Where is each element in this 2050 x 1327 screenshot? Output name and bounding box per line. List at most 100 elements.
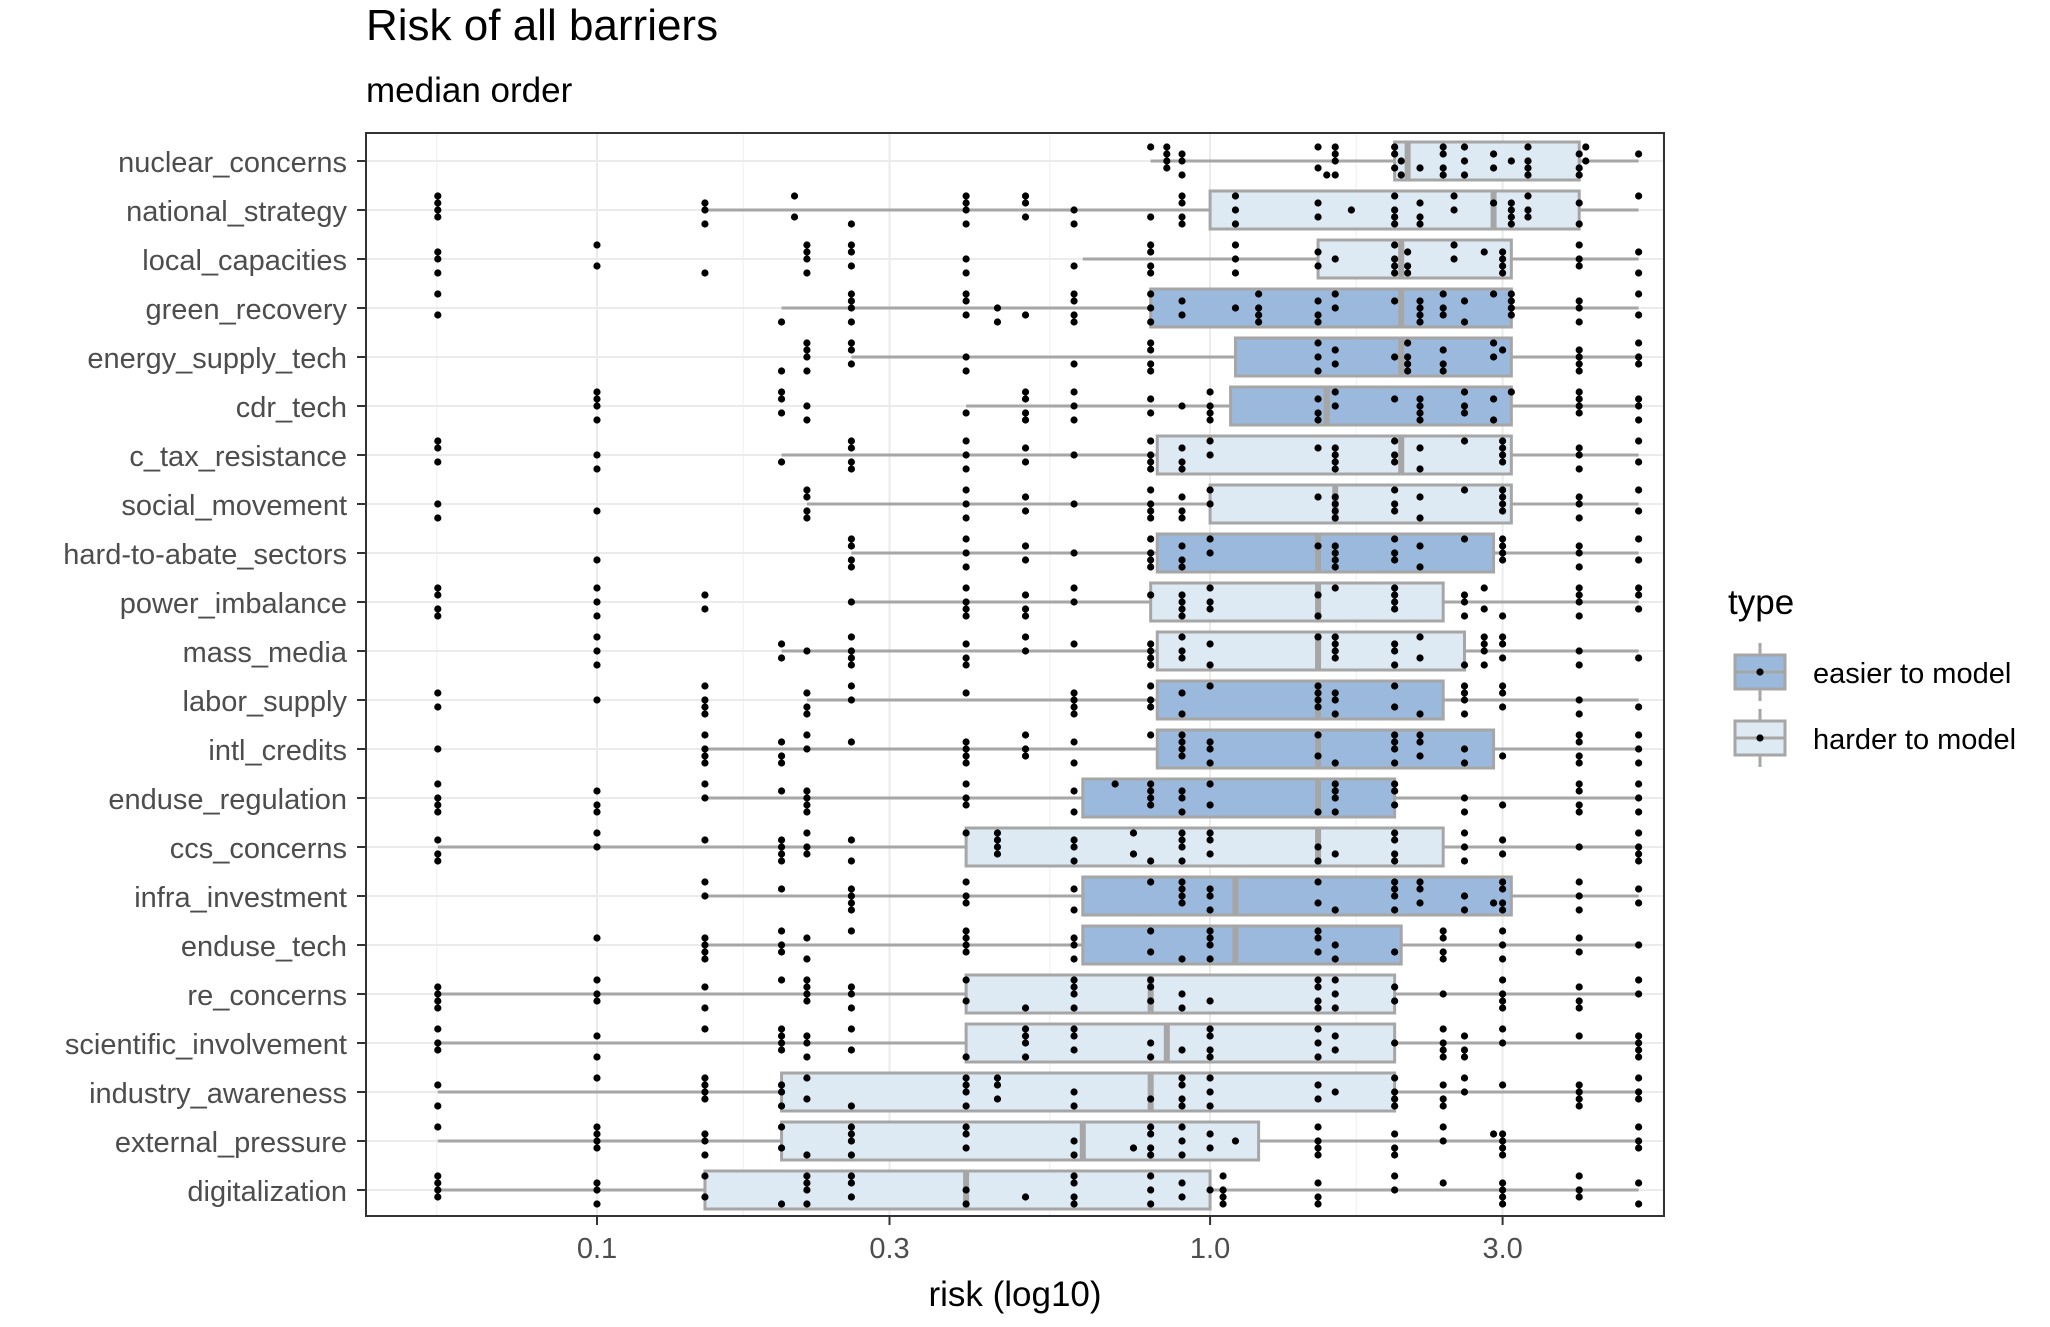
data-point xyxy=(1331,906,1339,914)
data-point xyxy=(1524,164,1532,172)
data-point xyxy=(1635,857,1643,865)
data-point xyxy=(1575,1081,1583,1089)
data-point xyxy=(1178,605,1186,613)
data-point xyxy=(1635,794,1643,802)
data-point xyxy=(1460,143,1469,151)
data-point xyxy=(803,402,811,410)
data-point xyxy=(962,927,970,935)
data-point xyxy=(1314,318,1322,326)
data-point xyxy=(1147,1130,1155,1138)
data-point xyxy=(803,955,811,963)
data-point xyxy=(1331,1088,1339,1096)
barrier-row xyxy=(434,434,1643,476)
data-point xyxy=(1391,192,1399,200)
barrier-row xyxy=(434,728,1643,770)
data-point xyxy=(1314,997,1322,1005)
data-point xyxy=(777,409,786,417)
data-point xyxy=(962,612,970,620)
data-point xyxy=(1391,1172,1399,1180)
data-point xyxy=(1635,885,1643,893)
data-point xyxy=(1575,661,1583,669)
data-point xyxy=(1314,262,1322,270)
barrier-row xyxy=(434,1120,1643,1162)
barrier-row xyxy=(434,581,1643,623)
data-point xyxy=(1147,549,1155,557)
data-point xyxy=(1129,850,1138,858)
data-point xyxy=(1416,654,1424,662)
data-point xyxy=(1635,591,1643,599)
data-point xyxy=(1314,1039,1322,1047)
data-point xyxy=(1635,1144,1643,1152)
data-point xyxy=(434,1193,442,1201)
data-point xyxy=(962,661,970,669)
data-point xyxy=(1070,836,1078,844)
data-point xyxy=(1129,1144,1138,1152)
data-point xyxy=(1391,458,1399,466)
data-point xyxy=(1391,549,1399,557)
data-point xyxy=(1331,171,1339,179)
data-point xyxy=(1489,353,1498,361)
data-point xyxy=(1178,297,1186,305)
data-point xyxy=(1147,290,1155,298)
data-point xyxy=(1480,633,1488,641)
box xyxy=(1081,924,1403,966)
data-point xyxy=(1499,927,1507,935)
data-point xyxy=(962,976,970,984)
data-point xyxy=(1489,199,1498,207)
data-point xyxy=(1147,1095,1155,1103)
data-point xyxy=(1507,290,1515,298)
data-point xyxy=(1070,416,1078,424)
data-point xyxy=(993,836,1002,844)
data-point xyxy=(1206,682,1214,690)
data-point xyxy=(1635,843,1643,851)
data-point xyxy=(434,794,442,802)
data-point xyxy=(1391,1130,1399,1138)
data-point xyxy=(1219,1193,1227,1201)
data-point xyxy=(777,927,786,935)
data-point xyxy=(1480,605,1488,613)
y-tick-label: local_capacities xyxy=(142,245,347,277)
data-point xyxy=(1178,689,1186,697)
y-tick-label: nuclear_concerns xyxy=(118,147,347,179)
data-point xyxy=(1416,311,1424,319)
data-point xyxy=(593,1179,601,1187)
barrier-row xyxy=(434,483,1643,525)
data-point xyxy=(701,1088,709,1096)
data-point xyxy=(1178,808,1186,816)
data-point xyxy=(1391,878,1399,886)
box xyxy=(1081,875,1513,917)
data-point xyxy=(593,696,601,704)
data-point xyxy=(701,269,709,277)
data-point xyxy=(1575,318,1583,326)
data-point xyxy=(803,808,811,816)
data-point xyxy=(962,290,970,298)
data-point xyxy=(1499,850,1507,858)
data-point xyxy=(1206,661,1214,669)
data-point xyxy=(1206,1074,1214,1082)
data-point xyxy=(1391,143,1399,151)
data-point xyxy=(1507,220,1515,228)
data-point xyxy=(1391,997,1399,1005)
data-point xyxy=(1416,514,1424,522)
data-point xyxy=(434,1081,442,1089)
data-point xyxy=(962,1053,970,1061)
data-point xyxy=(1575,409,1583,417)
data-point xyxy=(1347,206,1355,214)
data-point xyxy=(1314,1179,1322,1187)
data-point xyxy=(1489,290,1498,298)
data-point xyxy=(434,591,442,599)
data-point xyxy=(1070,1004,1078,1012)
data-point xyxy=(1178,829,1186,837)
data-point xyxy=(1331,850,1339,858)
data-point xyxy=(962,759,970,767)
data-point xyxy=(1404,353,1412,361)
data-point xyxy=(1070,1025,1078,1033)
data-point xyxy=(1147,640,1155,648)
data-point xyxy=(803,731,811,739)
data-point xyxy=(1147,696,1155,704)
y-tick-label: re_concerns xyxy=(187,980,347,1012)
data-point xyxy=(701,710,709,718)
data-point xyxy=(803,1151,811,1159)
data-point xyxy=(1391,1074,1399,1082)
data-point xyxy=(1524,192,1532,200)
